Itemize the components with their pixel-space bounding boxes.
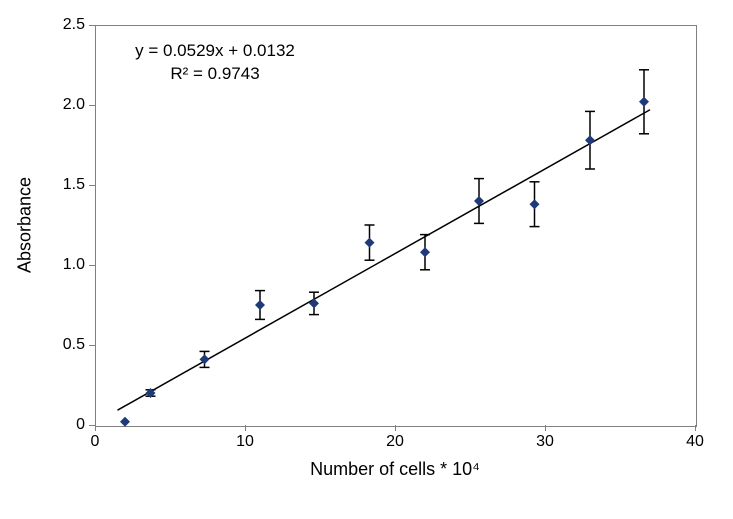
x-tick-label: 10 (236, 433, 254, 451)
y-tick-mark (89, 185, 95, 186)
x-tick-mark (395, 425, 396, 431)
x-tick-label: 0 (91, 433, 100, 451)
y-tick-label: 1.5 (50, 176, 85, 194)
y-tick-label: 2.0 (50, 96, 85, 114)
y-axis-label: Absorbance (15, 177, 36, 273)
y-tick-mark (89, 105, 95, 106)
data-marker (639, 97, 649, 107)
x-tick-label: 30 (536, 433, 554, 451)
x-tick-mark (95, 425, 96, 431)
fit-equation: y = 0.0529x + 0.0132 (135, 40, 295, 63)
y-tick-mark (89, 25, 95, 26)
fit-annotation: y = 0.0529x + 0.0132 R² = 0.9743 (135, 40, 295, 86)
y-tick-mark (89, 265, 95, 266)
chart-container: Absorbance Number of cells * 10⁴ y = 0.0… (0, 0, 733, 519)
x-tick-mark (245, 425, 246, 431)
x-tick-mark (545, 425, 546, 431)
y-tick-label: 2.5 (50, 16, 85, 34)
data-marker (255, 300, 265, 310)
data-marker (309, 298, 319, 308)
data-marker (530, 199, 540, 209)
x-tick-label: 20 (386, 433, 404, 451)
x-tick-mark (695, 425, 696, 431)
y-tick-mark (89, 345, 95, 346)
y-tick-label: 0 (50, 416, 85, 434)
fit-line (118, 110, 651, 410)
data-marker (120, 417, 130, 427)
x-axis-label: Number of cells * 10⁴ (310, 459, 480, 480)
x-tick-label: 40 (686, 433, 704, 451)
data-marker (420, 247, 430, 257)
plot-svg (0, 0, 733, 519)
data-marker (585, 135, 595, 145)
y-tick-label: 1.0 (50, 256, 85, 274)
y-tick-mark (89, 425, 95, 426)
y-tick-label: 0.5 (50, 336, 85, 354)
data-marker (365, 238, 375, 248)
fit-r2: R² = 0.9743 (135, 63, 295, 86)
